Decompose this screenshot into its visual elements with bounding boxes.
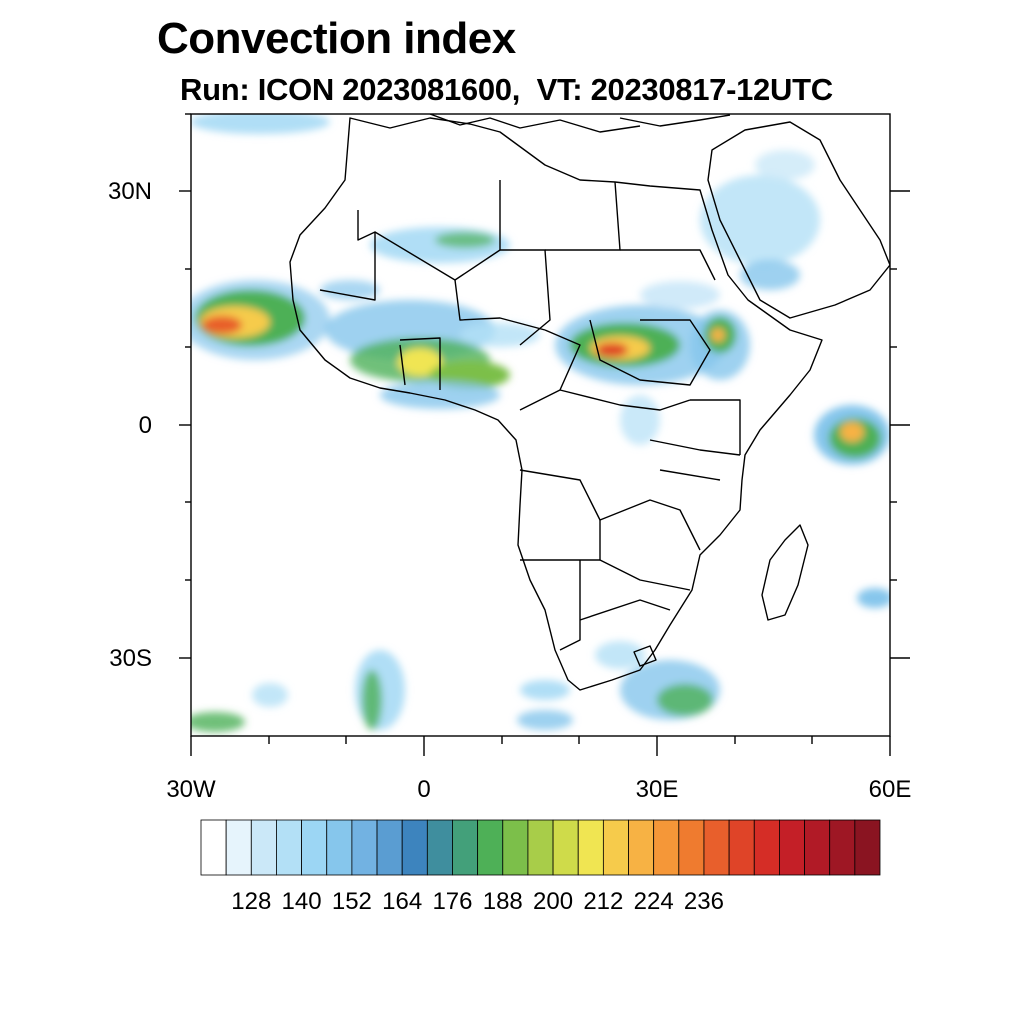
colorbar-swatch	[301, 819, 328, 876]
colorbar-swatch	[276, 819, 302, 876]
colorbar	[200, 819, 881, 876]
axis-ticks	[179, 113, 910, 756]
colorbar-swatch	[804, 819, 831, 876]
colorbar-label: 176	[432, 888, 473, 915]
colorbar-label: 128	[231, 888, 272, 915]
lon-label-30w: 30W	[166, 776, 216, 803]
colorbar-swatch	[602, 819, 629, 876]
colorbar-swatch	[829, 819, 856, 876]
colorbar-swatch	[477, 819, 504, 876]
colorbar-swatch	[527, 819, 554, 876]
colorbar-swatch	[779, 819, 805, 876]
colorbar-swatch	[200, 819, 227, 876]
colorbar-swatch	[728, 819, 755, 876]
colorbar-swatch	[401, 819, 428, 876]
colorbar-swatch	[753, 819, 780, 876]
colorbar-label: 236	[683, 888, 724, 915]
map-subtitle: Run: ICON 2023081600, VT: 20230817-12UTC	[180, 72, 833, 107]
colorbar-swatch	[854, 819, 881, 876]
coastlines-and-borders	[289, 114, 890, 691]
colorbar-swatch	[225, 819, 252, 876]
colorbar-label: 164	[382, 888, 423, 915]
colorbar-label: 152	[331, 888, 372, 915]
colorbar-label: 224	[633, 888, 674, 915]
lat-label-30s: 30S	[109, 645, 152, 672]
colorbar-label: 212	[583, 888, 624, 915]
colorbar-swatch	[326, 819, 353, 876]
colorbar-swatch	[452, 819, 479, 876]
colorbar-swatch	[502, 819, 529, 876]
colorbar-swatch	[628, 819, 655, 876]
colorbar-label: 140	[281, 888, 322, 915]
colorbar-swatch	[250, 819, 277, 876]
lat-label-0: 0	[138, 412, 152, 439]
colorbar-swatch	[653, 819, 680, 876]
colorbar-swatch	[351, 819, 378, 876]
colorbar-label: 188	[482, 888, 523, 915]
lon-label-30e: 30E	[635, 776, 679, 803]
colorbar-swatch	[552, 819, 579, 876]
colorbar-swatch	[426, 819, 453, 876]
colorbar-label: 200	[533, 888, 574, 915]
colorbar-swatch	[703, 819, 730, 876]
lon-label-0: 0	[417, 776, 431, 803]
colorbar-swatch	[678, 819, 705, 876]
colorbar-swatch	[376, 819, 403, 876]
convection-field	[191, 114, 890, 732]
lat-label-30n: 30N	[107, 178, 152, 205]
map-title: Convection index	[157, 14, 516, 63]
colorbar-swatch	[577, 819, 604, 876]
lon-label-60e: 60E	[868, 776, 912, 803]
